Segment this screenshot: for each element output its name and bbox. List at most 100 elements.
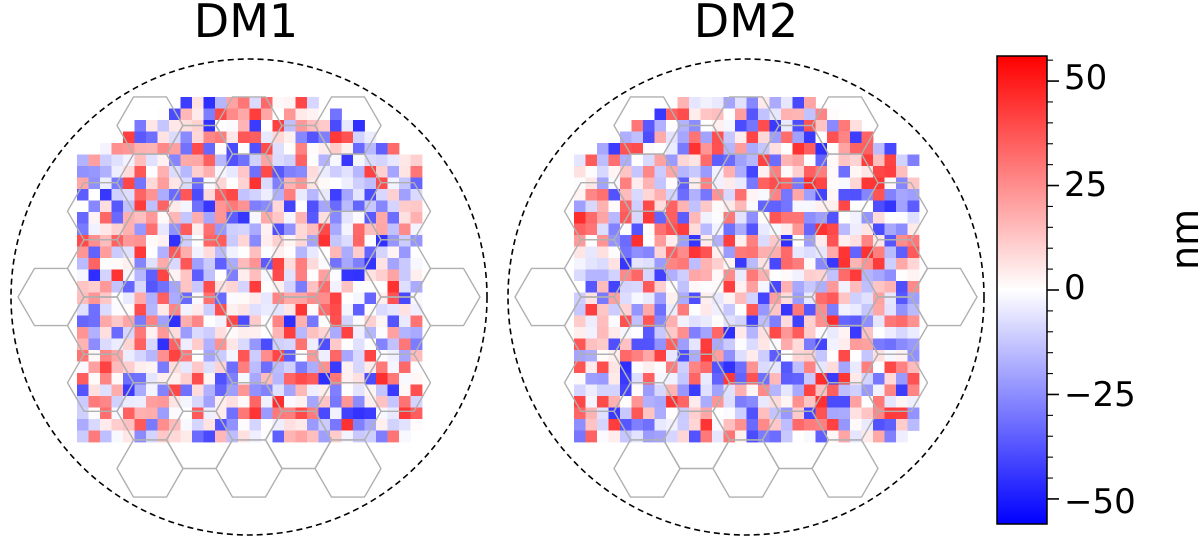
heatmap-cell xyxy=(295,189,308,201)
heatmap-cell xyxy=(792,430,805,443)
heatmap-cell xyxy=(318,419,331,431)
heatmap-cell xyxy=(284,131,296,144)
heatmap-cell xyxy=(723,384,736,397)
heatmap-cell xyxy=(353,327,365,339)
heatmap-cell xyxy=(654,258,667,270)
heatmap-cell xyxy=(353,223,365,236)
segment-hexagon xyxy=(17,267,85,327)
heatmap-cell xyxy=(261,269,273,282)
heatmap-cell xyxy=(307,350,319,362)
heatmap-cell xyxy=(712,212,724,224)
heatmap-cell xyxy=(827,281,839,293)
heatmap-cell xyxy=(723,315,736,328)
heatmap-cell xyxy=(804,246,816,259)
heatmap-cell xyxy=(146,143,158,155)
heatmap-cell xyxy=(666,292,678,305)
heatmap-cell xyxy=(815,327,828,339)
heatmap-cell xyxy=(735,350,747,362)
heatmap-cell xyxy=(608,419,621,431)
heatmap-cell xyxy=(387,269,400,282)
heatmap-cell xyxy=(318,246,331,259)
heatmap-cell xyxy=(192,315,204,328)
heatmap-cell xyxy=(192,143,204,155)
heatmap-cell xyxy=(861,258,874,270)
heatmap-cell xyxy=(353,396,365,408)
heatmap-cell xyxy=(215,154,227,167)
heatmap-cell xyxy=(249,223,262,236)
heatmap-cell xyxy=(666,373,678,385)
heatmap-cell xyxy=(180,269,193,282)
heatmap-cell xyxy=(758,143,770,155)
heatmap-cell xyxy=(907,235,920,247)
heatmap-cell xyxy=(284,407,296,420)
heatmap-cell xyxy=(77,166,89,178)
heatmap-cell xyxy=(620,154,632,167)
heatmap-cell xyxy=(850,327,862,339)
heatmap-cell xyxy=(758,235,770,247)
heatmap-cell xyxy=(180,246,193,259)
heatmap-cell xyxy=(643,258,655,270)
heatmap-cell xyxy=(700,258,713,270)
heatmap-cell xyxy=(192,246,204,259)
heatmap-cell xyxy=(249,154,262,167)
heatmap-cell xyxy=(608,223,621,236)
heatmap-cell xyxy=(364,338,377,351)
heatmap-cell xyxy=(643,327,655,339)
heatmap-cell xyxy=(341,154,354,167)
heatmap-cell xyxy=(585,292,598,305)
heatmap-cell xyxy=(157,177,170,190)
heatmap-cell xyxy=(643,292,655,305)
heatmap-cell xyxy=(700,338,713,351)
heatmap-cell xyxy=(399,166,411,178)
heatmap-cell xyxy=(597,315,609,328)
heatmap-cell xyxy=(873,166,885,178)
heatmap-cell xyxy=(712,154,724,167)
heatmap-cell xyxy=(261,212,273,224)
heatmap-cell xyxy=(134,246,147,259)
heatmap-cell xyxy=(111,223,124,236)
heatmap-cell xyxy=(723,350,736,362)
heatmap-cell xyxy=(735,131,747,144)
heatmap-cell xyxy=(769,338,782,351)
heatmap-cell xyxy=(330,327,342,339)
heatmap-cell xyxy=(815,166,828,178)
heatmap-cell xyxy=(700,212,713,224)
heatmap-cell xyxy=(100,212,112,224)
heatmap-cell xyxy=(735,338,747,351)
heatmap-cell xyxy=(123,177,135,190)
heatmap-cell xyxy=(376,350,388,362)
heatmap-cell xyxy=(215,269,227,282)
heatmap-cell xyxy=(387,223,400,236)
heatmap-cell xyxy=(295,304,308,316)
heatmap-cell xyxy=(157,384,170,397)
heatmap-cell xyxy=(827,396,839,408)
heatmap-cell xyxy=(238,143,250,155)
heatmap-cell xyxy=(146,373,158,385)
heatmap-cell xyxy=(884,419,897,431)
heatmap-cell xyxy=(850,223,862,236)
heatmap-cell xyxy=(597,292,609,305)
heatmap-cell xyxy=(884,143,897,155)
heatmap-cell xyxy=(884,223,897,236)
heatmap-cell xyxy=(226,384,239,397)
heatmap-cell xyxy=(111,246,124,259)
heatmap-cell xyxy=(387,166,400,178)
heatmap-cell xyxy=(226,361,239,374)
heatmap-cell xyxy=(249,120,262,132)
heatmap-cell xyxy=(353,235,365,247)
heatmap-cell xyxy=(815,212,828,224)
heatmap-cell xyxy=(827,419,839,431)
heatmap-cell xyxy=(666,120,678,132)
heatmap-cell xyxy=(226,235,239,247)
heatmap-cell xyxy=(307,396,319,408)
heatmap-cell xyxy=(238,212,250,224)
heatmap-cell xyxy=(77,200,89,213)
heatmap-cell xyxy=(226,292,239,305)
heatmap-cell xyxy=(146,430,158,443)
heatmap-cell xyxy=(746,108,759,121)
heatmap-cell xyxy=(620,361,632,374)
heatmap-cell xyxy=(781,281,793,293)
heatmap-cell xyxy=(238,384,250,397)
heatmap-cell xyxy=(689,396,701,408)
heatmap-cell xyxy=(341,246,354,259)
